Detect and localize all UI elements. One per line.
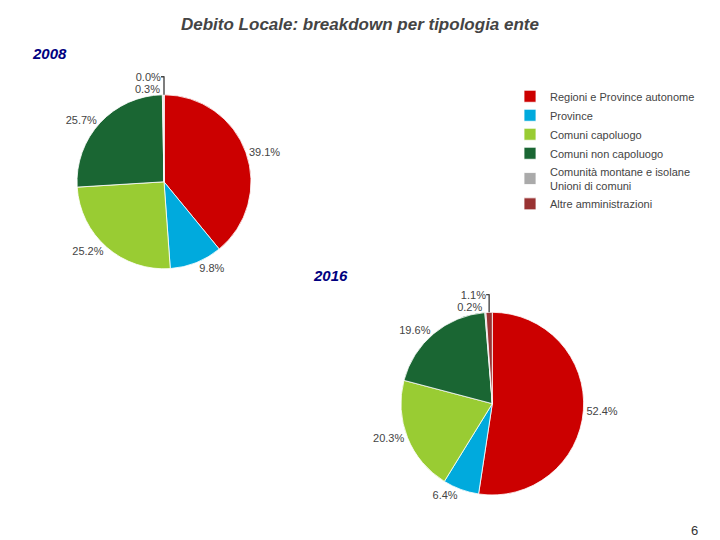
svg-text:6.4%: 6.4% (433, 489, 458, 501)
svg-text:1.1%: 1.1% (461, 289, 486, 301)
svg-text:52.4%: 52.4% (586, 405, 617, 417)
svg-text:6: 6 (691, 523, 698, 538)
svg-text:2008: 2008 (32, 45, 67, 62)
svg-text:Comuni capoluogo: Comuni capoluogo (550, 129, 642, 141)
svg-text:0.2%: 0.2% (457, 301, 482, 313)
svg-text:19.6%: 19.6% (399, 324, 430, 336)
svg-text:20.3%: 20.3% (373, 432, 404, 444)
svg-text:Province: Province (550, 110, 593, 122)
svg-text:Debito Locale: breakdown per t: Debito Locale: breakdown per tipologia e… (181, 15, 539, 34)
svg-text:0.3%: 0.3% (135, 83, 160, 95)
svg-text:25.7%: 25.7% (66, 114, 97, 126)
svg-text:39.1%: 39.1% (249, 146, 280, 158)
svg-text:9.8%: 9.8% (199, 262, 224, 274)
svg-text:Regioni e Province autonome: Regioni e Province autonome (550, 91, 694, 103)
svg-text:25.2%: 25.2% (72, 245, 103, 257)
svg-text:2016: 2016 (313, 267, 348, 284)
svg-text:Comunità montane e isolaneUnio: Comunità montane e isolaneUnioni di comu… (550, 166, 690, 192)
svg-text:Comuni non capoluogo: Comuni non capoluogo (550, 148, 663, 160)
svg-text:0.0%: 0.0% (136, 71, 161, 83)
svg-text:Altre amministrazioni: Altre amministrazioni (550, 198, 652, 210)
